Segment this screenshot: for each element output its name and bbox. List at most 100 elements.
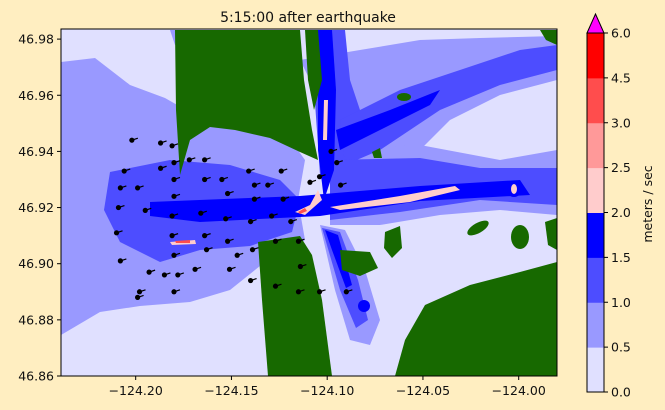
quiver-point bbox=[202, 233, 208, 239]
quiver-point bbox=[135, 185, 141, 191]
colorbar-label: meters / sec bbox=[640, 165, 655, 242]
colorbar-tick-label: 1.0 bbox=[611, 295, 631, 310]
colorbar-segment bbox=[587, 212, 604, 258]
colorbar-tick-label: 4.5 bbox=[611, 70, 631, 85]
quiver-point bbox=[135, 294, 141, 300]
quiver-point bbox=[169, 143, 175, 149]
quiver-point bbox=[202, 157, 208, 163]
y-tick-label: 46.98 bbox=[18, 32, 54, 47]
quiver-point bbox=[198, 210, 204, 216]
y-tick-label: 46.88 bbox=[18, 312, 54, 327]
quiver-point bbox=[337, 182, 344, 188]
colorbar-tick-label: 1.5 bbox=[611, 250, 631, 265]
quiver-point bbox=[316, 174, 323, 180]
colorbar-segment bbox=[587, 347, 604, 393]
colorbar-segment bbox=[587, 77, 604, 124]
quiver-point bbox=[225, 190, 231, 197]
quiver-point bbox=[121, 168, 127, 174]
speed-band-3.0-4.5 bbox=[175, 208, 307, 243]
colorbar-extend-triangle bbox=[586, 12, 605, 34]
quiver-point bbox=[113, 230, 120, 236]
quiver-point bbox=[226, 266, 233, 272]
quiver-point bbox=[171, 176, 177, 183]
quiver-point bbox=[249, 247, 256, 253]
quiver-point bbox=[234, 252, 240, 258]
quiver-point bbox=[278, 168, 284, 174]
y-tick-label: 46.94 bbox=[18, 144, 54, 159]
quiver-point bbox=[202, 176, 208, 183]
quiver-point bbox=[297, 263, 303, 270]
quiver-point bbox=[295, 238, 302, 244]
x-tick-label: −124.15 bbox=[204, 383, 258, 398]
quiver-point bbox=[307, 179, 313, 185]
quiver-point bbox=[223, 216, 229, 222]
quiver-point bbox=[117, 185, 123, 191]
colorbar-tick-label: 2.0 bbox=[611, 205, 631, 220]
quiver-point bbox=[288, 218, 294, 225]
colorbar: 0.0 0.5 1.0 1.5 2.0 2.5 3.0 4.5 6.0 bbox=[586, 12, 631, 400]
quiver-point bbox=[246, 168, 252, 174]
y-axis: 46.86 46.88 46.90 46.92 46.94 46.96 46.98 bbox=[18, 32, 61, 384]
quiver-point bbox=[343, 289, 349, 295]
quiver-point bbox=[146, 269, 152, 275]
colorbar-tick-label: 0.5 bbox=[611, 340, 631, 355]
land bbox=[175, 30, 557, 376]
colorbar-tick-label: 6.0 bbox=[611, 26, 631, 41]
x-tick-label: −124.20 bbox=[109, 383, 163, 398]
quiver-point bbox=[169, 233, 175, 239]
colorbar-segment bbox=[587, 33, 604, 79]
plot-frame bbox=[60, 28, 558, 377]
colorbar-segment bbox=[587, 122, 604, 169]
quiver-point bbox=[247, 218, 254, 225]
quiver-point bbox=[115, 204, 122, 211]
quiver-point bbox=[171, 252, 177, 258]
quiver-point bbox=[161, 272, 168, 278]
x-tick-label: −124.10 bbox=[300, 383, 354, 398]
y-tick-label: 46.92 bbox=[18, 200, 54, 215]
quiver-point bbox=[247, 277, 254, 284]
quiver-point bbox=[186, 157, 192, 163]
y-tick-label: 46.96 bbox=[18, 88, 54, 103]
quiver-point bbox=[175, 272, 181, 278]
quiver-point bbox=[272, 283, 279, 289]
quiver-point bbox=[265, 182, 271, 188]
quiver-point bbox=[316, 289, 323, 295]
colorbar-segment bbox=[587, 302, 604, 348]
x-tick-label: −124.05 bbox=[396, 383, 450, 398]
quiver-point bbox=[219, 176, 225, 183]
quiver-point bbox=[157, 140, 164, 146]
quiver-point bbox=[192, 266, 198, 272]
x-tick-label: −124.00 bbox=[492, 383, 546, 398]
quiver-point bbox=[129, 137, 135, 143]
y-tick-label: 46.86 bbox=[18, 369, 54, 384]
quiver-point bbox=[251, 196, 258, 202]
colorbar-tick-label: 0.0 bbox=[611, 385, 631, 400]
colorbar-segment bbox=[587, 257, 604, 303]
quiver-point bbox=[251, 182, 258, 188]
quiver-point bbox=[272, 238, 279, 244]
colorbar-segment bbox=[587, 167, 604, 213]
quiver-point bbox=[171, 289, 177, 295]
quiver-point bbox=[295, 289, 302, 295]
x-axis: −124.20 −124.15 −124.10 −124.05 −124.00 bbox=[109, 376, 546, 398]
quiver-point bbox=[203, 247, 210, 253]
quiver-point bbox=[280, 196, 286, 202]
quiver-point bbox=[136, 289, 143, 295]
map-area bbox=[61, 29, 557, 376]
velocity-quiver bbox=[113, 137, 353, 300]
quiver-point bbox=[328, 148, 334, 155]
quiver-point bbox=[334, 160, 340, 166]
y-tick-label: 46.90 bbox=[18, 256, 54, 271]
quiver-point bbox=[117, 258, 123, 264]
colorbar-tick-label: 3.0 bbox=[611, 115, 631, 130]
quiver-point bbox=[169, 213, 175, 219]
chart-title: 5:15:00 after earthquake bbox=[220, 10, 396, 26]
quiver-point bbox=[171, 193, 177, 199]
quiver-point bbox=[142, 207, 148, 213]
colorbar-tick-label: 2.5 bbox=[611, 160, 631, 175]
quiver-point bbox=[269, 213, 275, 219]
speed-band-2.0-2.5 bbox=[170, 100, 517, 245]
quiver-point bbox=[171, 160, 177, 166]
quiver-point bbox=[157, 165, 164, 171]
